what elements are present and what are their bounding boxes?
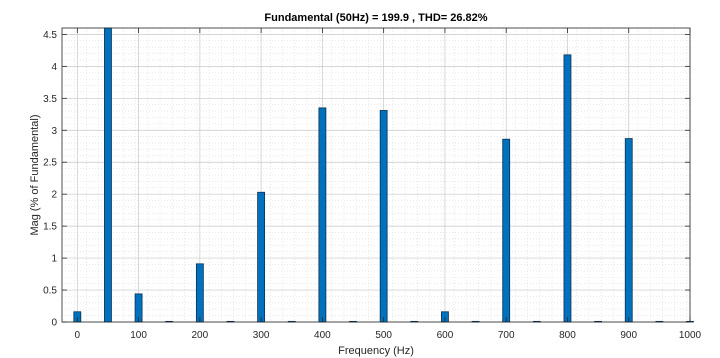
x-tick-labels: 0 100 200 300 400 500 600 700 800 900 1000 — [75, 330, 702, 341]
x-tick-label: 400 — [314, 330, 331, 341]
x-tick-label: 1000 — [679, 330, 702, 341]
bar — [104, 27, 112, 323]
y-tick-label: 3.5 — [43, 94, 57, 105]
bar — [195, 263, 204, 323]
y-tick-labels: 0 0.5 1 1.5 2 2.5 3 3.5 4 4.5 — [43, 30, 57, 329]
y-axis-label: Mag (% of Fundamental) — [29, 114, 41, 235]
chart-title: Fundamental (50Hz) = 199.9 , THD= 26.82% — [264, 12, 487, 24]
bar — [502, 138, 511, 323]
y-tick-label: 1.5 — [43, 222, 57, 233]
y-tick-label: 3 — [51, 126, 57, 137]
bar — [257, 191, 266, 323]
x-tick-label: 300 — [253, 330, 270, 341]
y-tick-label: 2 — [51, 190, 57, 201]
x-tick-label: 700 — [498, 330, 515, 341]
x-tick-label: 600 — [437, 330, 454, 341]
plot-area-background — [62, 28, 690, 322]
bar — [379, 110, 388, 323]
y-tick-label: 4.5 — [43, 30, 57, 41]
y-tick-label: 1 — [51, 254, 57, 265]
x-tick-label: 200 — [192, 330, 209, 341]
bar — [318, 107, 327, 323]
y-tick-label: 4 — [51, 62, 57, 73]
bar — [563, 54, 572, 323]
x-tick-label: 100 — [130, 330, 147, 341]
y-tick-label: 0 — [51, 318, 57, 329]
bars — [73, 27, 694, 323]
bar — [624, 138, 633, 323]
x-axis-label: Frequency (Hz) — [338, 345, 414, 357]
x-tick-label: 800 — [559, 330, 576, 341]
y-tick-label: 0.5 — [43, 286, 57, 297]
x-tick-label: 900 — [620, 330, 637, 341]
axis-ticks — [62, 28, 691, 323]
x-tick-label: 500 — [375, 330, 392, 341]
x-tick-label: 0 — [75, 330, 81, 341]
plot-area-border — [61, 27, 691, 323]
y-tick-label: 2.5 — [43, 158, 57, 169]
